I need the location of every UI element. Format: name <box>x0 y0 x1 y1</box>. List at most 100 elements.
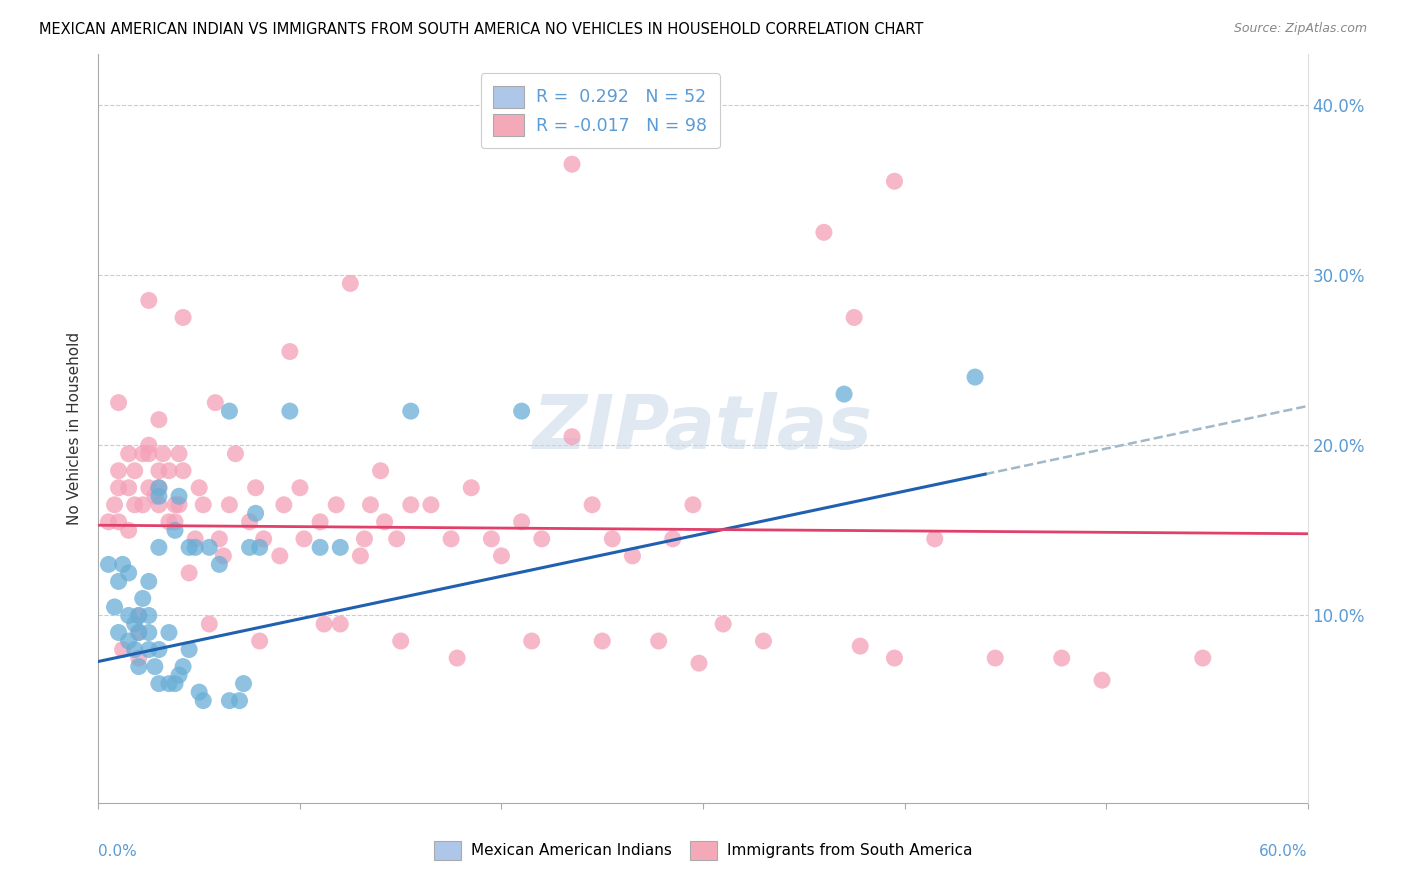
Point <box>339 277 361 291</box>
Point <box>204 395 226 409</box>
Point <box>1091 673 1114 688</box>
Point <box>132 498 155 512</box>
Point <box>440 532 463 546</box>
Point <box>682 498 704 512</box>
Point <box>148 541 170 555</box>
Point <box>844 310 866 325</box>
Point <box>561 157 583 171</box>
Point <box>128 625 150 640</box>
Point <box>218 404 240 418</box>
Point <box>491 549 513 563</box>
Point <box>385 532 408 546</box>
Point <box>883 174 905 188</box>
Point <box>124 642 146 657</box>
Point <box>965 370 987 384</box>
Point <box>924 532 946 546</box>
Point <box>128 659 150 673</box>
Point <box>148 481 170 495</box>
Point <box>97 515 120 529</box>
Point <box>245 506 267 520</box>
Point <box>103 599 125 614</box>
Point <box>97 558 120 572</box>
Point <box>278 344 301 359</box>
Point <box>179 566 201 580</box>
Point <box>107 481 129 495</box>
Point <box>510 515 533 529</box>
Point <box>193 693 215 707</box>
Point <box>510 404 533 418</box>
Point <box>138 642 160 657</box>
Point <box>163 498 186 512</box>
Point <box>278 404 301 418</box>
Point <box>208 532 231 546</box>
Point <box>118 524 141 538</box>
Point <box>138 625 160 640</box>
Point <box>172 464 194 478</box>
Point <box>143 659 166 673</box>
Point <box>314 617 336 632</box>
Point <box>107 625 129 640</box>
Point <box>118 634 141 648</box>
Point <box>360 498 382 512</box>
Point <box>232 676 254 690</box>
Point <box>132 591 155 606</box>
Point <box>273 498 295 512</box>
Text: 60.0%: 60.0% <box>1260 844 1308 859</box>
Point <box>148 481 170 495</box>
Point <box>148 676 170 690</box>
Point <box>184 541 207 555</box>
Point <box>143 489 166 503</box>
Point <box>138 608 160 623</box>
Point <box>711 617 734 632</box>
Point <box>460 481 482 495</box>
Y-axis label: No Vehicles in Household: No Vehicles in Household <box>67 332 83 524</box>
Point <box>374 515 396 529</box>
Point <box>984 651 1007 665</box>
Point <box>349 549 371 563</box>
Point <box>813 225 835 239</box>
Point <box>132 447 155 461</box>
Point <box>138 574 160 589</box>
Point <box>184 532 207 546</box>
Point <box>602 532 624 546</box>
Point <box>752 634 775 648</box>
Point <box>249 541 271 555</box>
Point <box>218 498 240 512</box>
Point <box>292 532 315 546</box>
Point <box>111 558 134 572</box>
Point <box>157 515 180 529</box>
Point <box>118 447 141 461</box>
Point <box>239 515 262 529</box>
Point <box>107 395 129 409</box>
Point <box>883 651 905 665</box>
Point <box>172 659 194 673</box>
Point <box>849 639 872 653</box>
Point <box>157 625 180 640</box>
Point <box>148 498 170 512</box>
Point <box>148 464 170 478</box>
Text: Source: ZipAtlas.com: Source: ZipAtlas.com <box>1233 22 1367 36</box>
Point <box>224 447 246 461</box>
Point <box>179 541 201 555</box>
Point <box>309 541 332 555</box>
Point <box>218 693 240 707</box>
Point <box>179 642 201 657</box>
Point <box>157 464 180 478</box>
Point <box>152 447 174 461</box>
Text: ZIPatlas: ZIPatlas <box>533 392 873 465</box>
Point <box>269 549 291 563</box>
Point <box>309 515 332 529</box>
Text: 0.0%: 0.0% <box>98 844 138 859</box>
Point <box>389 634 412 648</box>
Point <box>245 481 267 495</box>
Point <box>353 532 375 546</box>
Point <box>1191 651 1213 665</box>
Point <box>124 464 146 478</box>
Point <box>239 541 262 555</box>
Point <box>591 634 613 648</box>
Point <box>167 498 190 512</box>
Point <box>172 310 194 325</box>
Text: MEXICAN AMERICAN INDIAN VS IMMIGRANTS FROM SOUTH AMERICA NO VEHICLES IN HOUSEHOL: MEXICAN AMERICAN INDIAN VS IMMIGRANTS FR… <box>39 22 924 37</box>
Point <box>399 498 422 512</box>
Point <box>193 498 215 512</box>
